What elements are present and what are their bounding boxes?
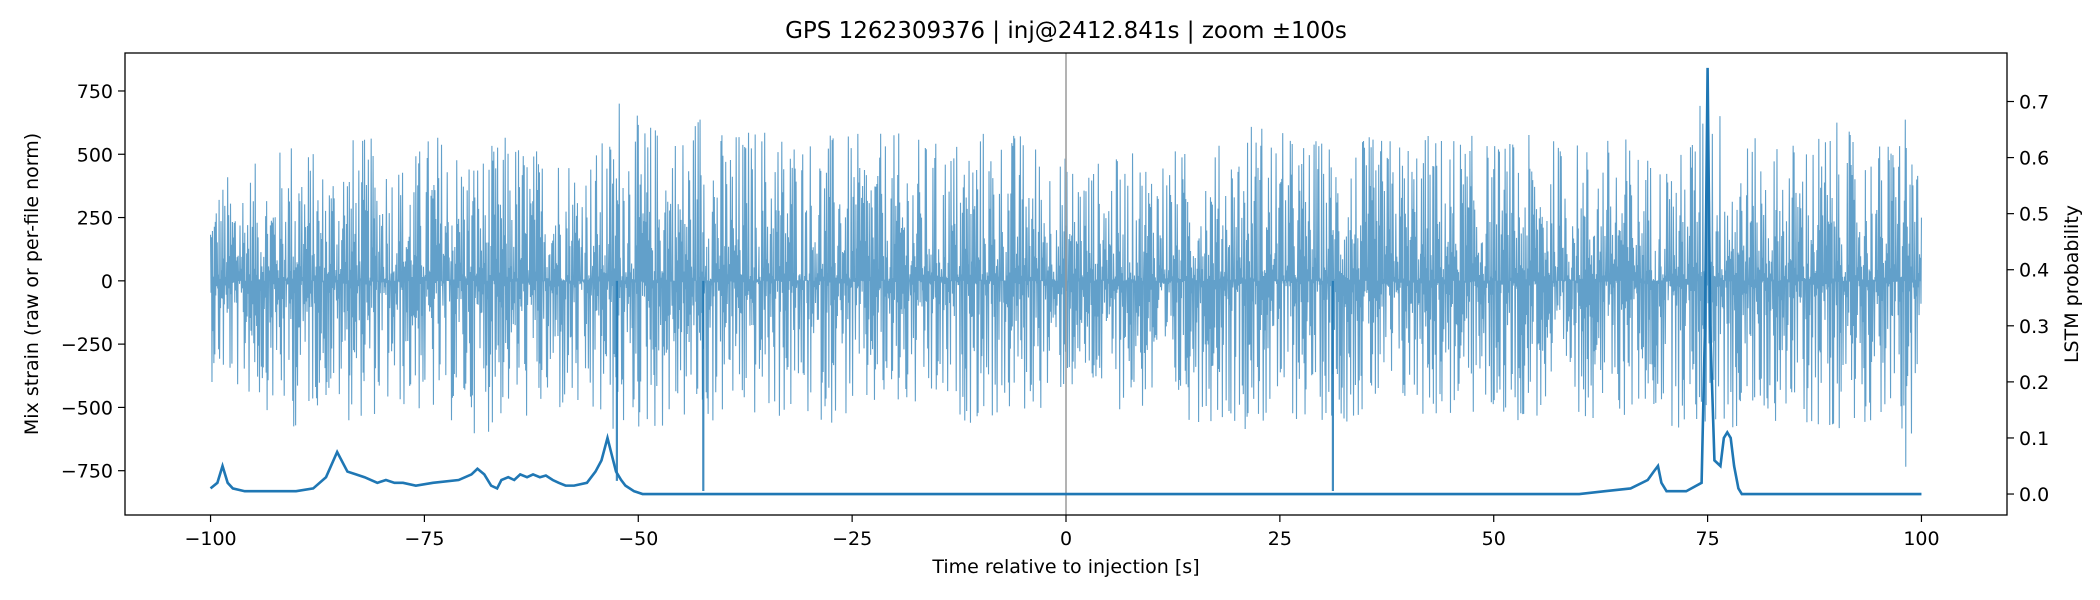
- x-tick-label: 25: [1268, 528, 1292, 550]
- y-tick-label: 250: [77, 208, 113, 230]
- x-axis: −100 −75 −50 −25 0 25 50 75 100: [184, 515, 1940, 550]
- x-tick-label: 50: [1482, 528, 1506, 550]
- y-tick-label: −250: [61, 334, 113, 356]
- x-axis-label: Time relative to injection [s]: [931, 556, 1199, 578]
- y-tick-label: 750: [77, 81, 113, 103]
- chart-title: GPS 1262309376 | inj@2412.841s | zoom ±1…: [785, 18, 1347, 44]
- y-tick-label: −750: [61, 461, 113, 483]
- x-tick-label: 100: [1903, 528, 1939, 550]
- x-tick-label: −50: [618, 528, 658, 550]
- y2-tick-label: 0.0: [2019, 484, 2049, 506]
- x-tick-label: −25: [832, 528, 872, 550]
- y-tick-label: −500: [61, 397, 113, 419]
- y2-tick-label: 0.6: [2019, 148, 2049, 170]
- lstm-probability-series: [209, 67, 1922, 496]
- y2-tick-label: 0.2: [2019, 372, 2049, 394]
- x-tick-label: 0: [1060, 528, 1072, 550]
- strain-spikes: [615, 280, 1334, 491]
- y-tick-label: 500: [77, 144, 113, 166]
- y2-tick-label: 0.3: [2019, 316, 2049, 338]
- y2-tick-label: 0.1: [2019, 428, 2049, 450]
- plot-area: [209, 53, 1922, 515]
- x-tick-label: −100: [184, 528, 236, 550]
- y2-tick-label: 0.5: [2019, 204, 2049, 226]
- y-axis-label: Mix strain (raw or per-file norm): [21, 133, 43, 435]
- x-tick-label: −75: [404, 528, 444, 550]
- y-axis-left: −750 −500 −250 0 250 500 750: [61, 81, 125, 483]
- y2-axis-label: LSTM probability: [2061, 205, 2083, 363]
- y2-tick-label: 0.7: [2019, 92, 2049, 114]
- y-tick-label: 0: [101, 271, 113, 293]
- y2-tick-label: 0.4: [2019, 260, 2049, 282]
- y-axis-right: 0.0 0.1 0.2 0.3 0.4 0.5 0.6 0.7: [2007, 92, 2049, 506]
- x-tick-label: 75: [1695, 528, 1719, 550]
